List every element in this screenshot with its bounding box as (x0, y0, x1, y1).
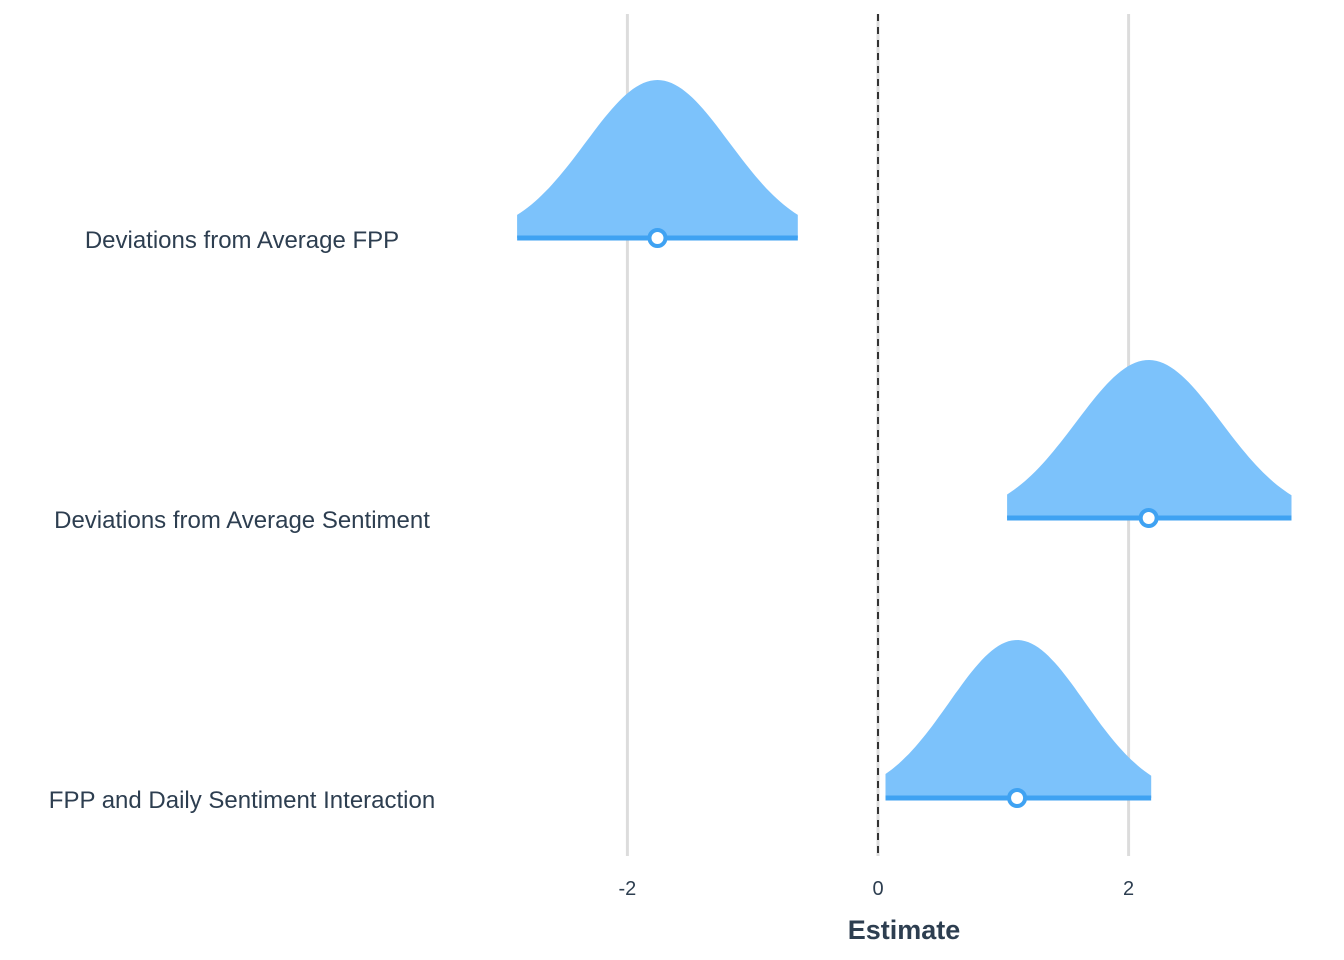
term-row: Deviations from Average FPP (85, 80, 798, 254)
terms: Deviations from Average FPP Deviations fr… (49, 80, 1292, 814)
term-label: FPP and Daily Sentiment Interaction (49, 787, 435, 814)
point-estimate (1138, 508, 1159, 528)
density-shape (517, 80, 798, 238)
term-row: Deviations from Average Sentiment (54, 360, 1292, 534)
term-row: FPP and Daily Sentiment Interaction (49, 640, 1152, 814)
density-shape (885, 640, 1152, 798)
density-shape (1007, 360, 1292, 518)
x-tick-label: -2 (619, 878, 637, 900)
term-label: Deviations from Average Sentiment (54, 507, 430, 534)
x-tick-label: 0 (872, 878, 883, 900)
point-estimate (647, 228, 668, 248)
x-axis-title: Estimate (848, 915, 961, 945)
x-axis-ticks: -2 0 2 (619, 878, 1135, 900)
term-label: Deviations from Average FPP (85, 227, 399, 254)
x-tick-label: 2 (1123, 878, 1134, 900)
point-estimate (1007, 788, 1028, 808)
